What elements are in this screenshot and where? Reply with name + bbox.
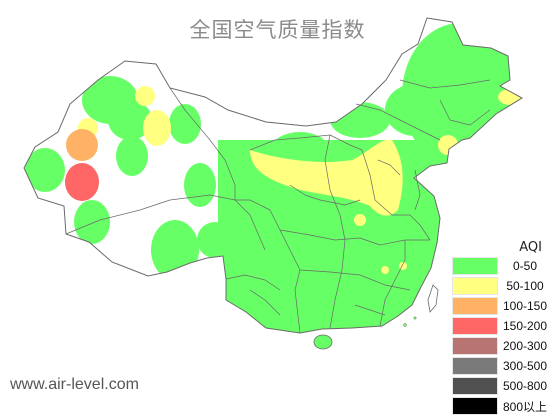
aqi-area-jiangxi-yellow <box>399 262 407 270</box>
legend-label: 100-150 <box>502 299 548 313</box>
map-title: 全国空气质量指数 <box>189 18 366 42</box>
aqi-area-xinjiang-yellow <box>143 110 171 146</box>
legend-item: 100-150 <box>452 296 552 316</box>
legend-swatch <box>452 297 498 315</box>
legend-item: 200-300 <box>452 336 552 356</box>
legend-item: 0-50 <box>452 256 552 276</box>
coastal-island <box>403 323 407 327</box>
legend-swatch <box>452 317 498 335</box>
legend-item: 150-200 <box>452 316 552 336</box>
legend-title: AQI <box>519 240 542 255</box>
legend-swatch <box>452 277 498 295</box>
aqi-area-north-west <box>272 132 328 164</box>
aqi-area-hubei-yellow <box>354 214 366 226</box>
aqi-color-layer <box>25 23 522 333</box>
legend-item: 50-100 <box>452 276 552 296</box>
legend-label: 500-800 <box>502 379 548 393</box>
aqi-area-xinjiang-south <box>116 136 148 176</box>
aqi-area-kashgar-orange <box>66 129 98 161</box>
website-watermark: www.air-level.com <box>10 376 139 393</box>
taiwan-island <box>427 284 439 313</box>
legend-label: 0-50 <box>512 259 538 273</box>
legend-item: 500-800 <box>452 376 552 396</box>
aqi-area-xinjiang-west <box>25 148 65 192</box>
aqi-area-hunan-yellow <box>381 266 389 274</box>
legend-label: 50-100 <box>506 279 544 293</box>
hainan-island <box>313 334 333 350</box>
aqi-area-xinjiang-southwest <box>74 200 110 244</box>
aqi-area-northeast-west <box>385 84 445 136</box>
legend-label: 150-200 <box>502 319 548 333</box>
legend-item: 300-500 <box>452 356 552 376</box>
province-boundaries <box>65 79 491 334</box>
legend-label: 200-300 <box>502 339 548 353</box>
legend-swatch <box>452 257 498 275</box>
aqi-area-hotan-red <box>65 163 99 201</box>
legend-swatch <box>452 337 498 355</box>
aqi-area-xinjiang-center <box>108 100 152 140</box>
legend-swatch <box>452 357 498 375</box>
legend-label: 300-500 <box>502 359 548 373</box>
legend-swatch <box>452 377 498 395</box>
aqi-area-tibet-east <box>197 222 233 258</box>
coastal-island <box>413 316 417 320</box>
china-border <box>23 17 523 334</box>
legend-item: 800以上 <box>452 396 552 416</box>
aqi-area-qinghai <box>184 163 216 207</box>
aqi-area-xinjiang-east <box>169 104 201 144</box>
aqi-legend: AQI 0-50 50-100 100-150 150-200 200-300 300-5… <box>452 239 552 416</box>
china-aqi-map <box>23 17 523 350</box>
aqi-area-xinjiang-yellow-north <box>135 86 155 106</box>
aqi-area-tibet <box>151 220 199 280</box>
legend-label: 800以上 <box>502 399 548 414</box>
